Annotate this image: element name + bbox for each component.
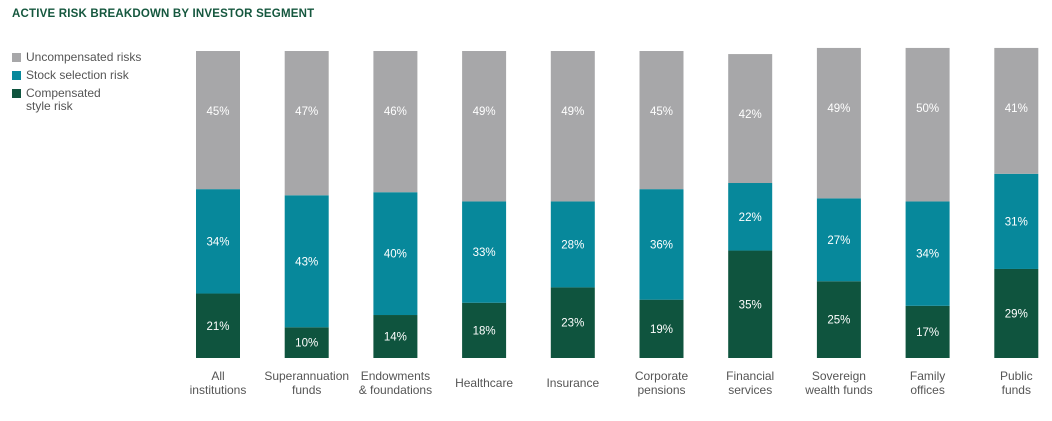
legend-label-compensated: Compensated style risk [26, 86, 101, 113]
bar-segment [728, 183, 773, 251]
bar-segment [639, 189, 684, 300]
data-label: 18% [473, 325, 496, 337]
bar-segment [639, 51, 684, 190]
data-label: 35% [739, 299, 762, 311]
bar-segment [728, 54, 773, 184]
bar-segment [816, 47, 861, 199]
bar-segment [816, 198, 861, 282]
data-label: 29% [1005, 308, 1028, 320]
chart-title: ACTIVE RISK BREAKDOWN BY INVESTOR SEGMEN… [12, 8, 315, 20]
data-label: 14% [384, 332, 407, 344]
legend-item-stock-selection: Stock selection risk [12, 69, 141, 82]
data-label: 36% [650, 239, 673, 251]
data-label: 49% [473, 106, 496, 118]
legend-label-stock-selection: Stock selection risk [26, 68, 129, 82]
data-label: 27% [827, 235, 850, 247]
bar-segment [994, 173, 1039, 269]
data-label: 45% [206, 106, 229, 118]
legend-item-compensated: Compensated style risk [12, 87, 141, 113]
data-label: 10% [295, 338, 318, 350]
data-label: 22% [739, 212, 762, 224]
bar-segment [994, 268, 1039, 358]
category-label: Public funds [1000, 369, 1033, 397]
bar-segment [550, 287, 595, 358]
bar-segment [373, 51, 418, 193]
bar-segment [462, 302, 507, 358]
data-label: 28% [561, 239, 584, 251]
data-label: 40% [384, 249, 407, 261]
data-label: 42% [739, 109, 762, 121]
bar-segment [550, 51, 595, 202]
data-label: 50% [916, 103, 939, 115]
data-label: 43% [295, 256, 318, 268]
bar-segment [462, 201, 507, 303]
data-label: 49% [561, 106, 584, 118]
data-label: 34% [916, 249, 939, 261]
category-label: Corporate pensions [635, 369, 689, 397]
category-label: All institutions [190, 369, 247, 397]
data-label: 33% [473, 247, 496, 259]
bar-segment [905, 305, 950, 358]
bar-segment [196, 293, 240, 358]
legend-swatch-uncompensated [12, 53, 21, 62]
bar-segment [373, 315, 418, 358]
data-label: 41% [1005, 103, 1028, 115]
legend: Uncompensated risks Stock selection risk… [12, 51, 141, 118]
bar-segment [728, 250, 773, 358]
bar-segment [284, 327, 329, 358]
data-label: 19% [650, 324, 673, 336]
data-label: 34% [206, 236, 229, 248]
data-label: 47% [295, 106, 318, 118]
legend-item-uncompensated: Uncompensated risks [12, 51, 141, 64]
data-label: 23% [561, 318, 584, 330]
bar-segment [373, 192, 418, 316]
data-label: 17% [916, 327, 939, 339]
category-label: Superannuation funds [264, 369, 349, 397]
data-label: 25% [827, 315, 850, 327]
category-label: Family offices [910, 369, 945, 397]
data-label: 31% [1005, 216, 1028, 228]
bar-segment [550, 201, 595, 288]
bar-segment [994, 47, 1039, 174]
bar-segment [284, 195, 329, 328]
bar-segment [462, 51, 507, 202]
bar-segment [905, 201, 950, 306]
category-label: Insurance [546, 376, 599, 390]
data-label: 21% [206, 321, 229, 333]
bar-segment [639, 299, 684, 358]
category-label: Sovereign wealth funds [804, 369, 872, 397]
legend-label-uncompensated: Uncompensated risks [26, 50, 142, 64]
data-label: 45% [650, 106, 673, 118]
legend-swatch-stock-selection [12, 71, 21, 80]
bar-segment [816, 281, 861, 358]
bar-segment [196, 189, 240, 294]
category-label: Healthcare [455, 376, 513, 390]
bar-segment [196, 51, 240, 190]
bar-segment [905, 47, 950, 202]
category-label: Endowments & foundations [359, 369, 432, 397]
data-label: 49% [827, 103, 850, 115]
legend-swatch-compensated [12, 89, 21, 98]
bar-segment [284, 51, 329, 196]
category-label: Financial services [726, 369, 774, 397]
data-label: 46% [384, 106, 407, 118]
